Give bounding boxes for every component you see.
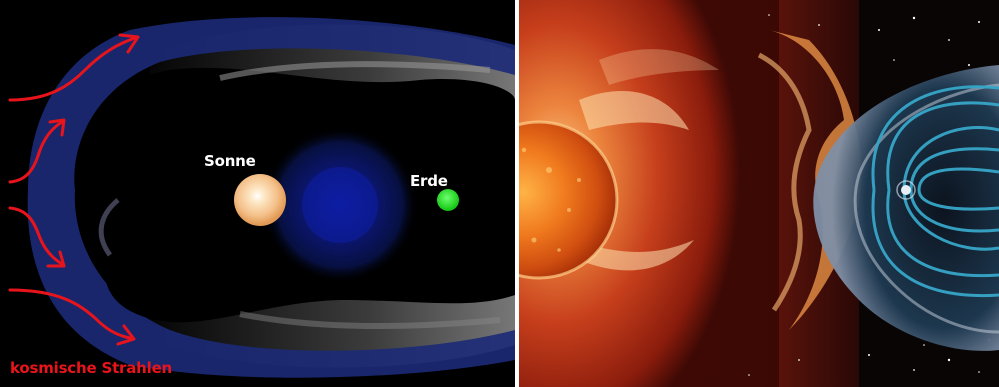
earth-small bbox=[901, 185, 911, 195]
earth bbox=[437, 189, 459, 211]
magnetic-field-lines bbox=[871, 85, 999, 298]
solar-wind-drawing bbox=[519, 0, 999, 387]
cosmic-ray-arrows bbox=[8, 33, 140, 346]
sun-disk bbox=[519, 122, 617, 278]
stars bbox=[748, 14, 990, 376]
cosmic-rays-label: kosmische Strahlen bbox=[10, 359, 173, 377]
corona-plumes bbox=[579, 49, 719, 271]
heliosphere-illustration: Sonne Erde kosmische Strahlen bbox=[0, 0, 515, 387]
sun-label: Sonne bbox=[204, 152, 256, 170]
heliosphere-drawing bbox=[8, 17, 515, 378]
solar-wind-illustration bbox=[519, 0, 999, 387]
bow-band bbox=[27, 17, 515, 378]
magnetosheath bbox=[813, 65, 999, 351]
sun bbox=[234, 174, 286, 226]
earth-label: Erde bbox=[410, 172, 448, 190]
panel-divider bbox=[515, 0, 519, 387]
